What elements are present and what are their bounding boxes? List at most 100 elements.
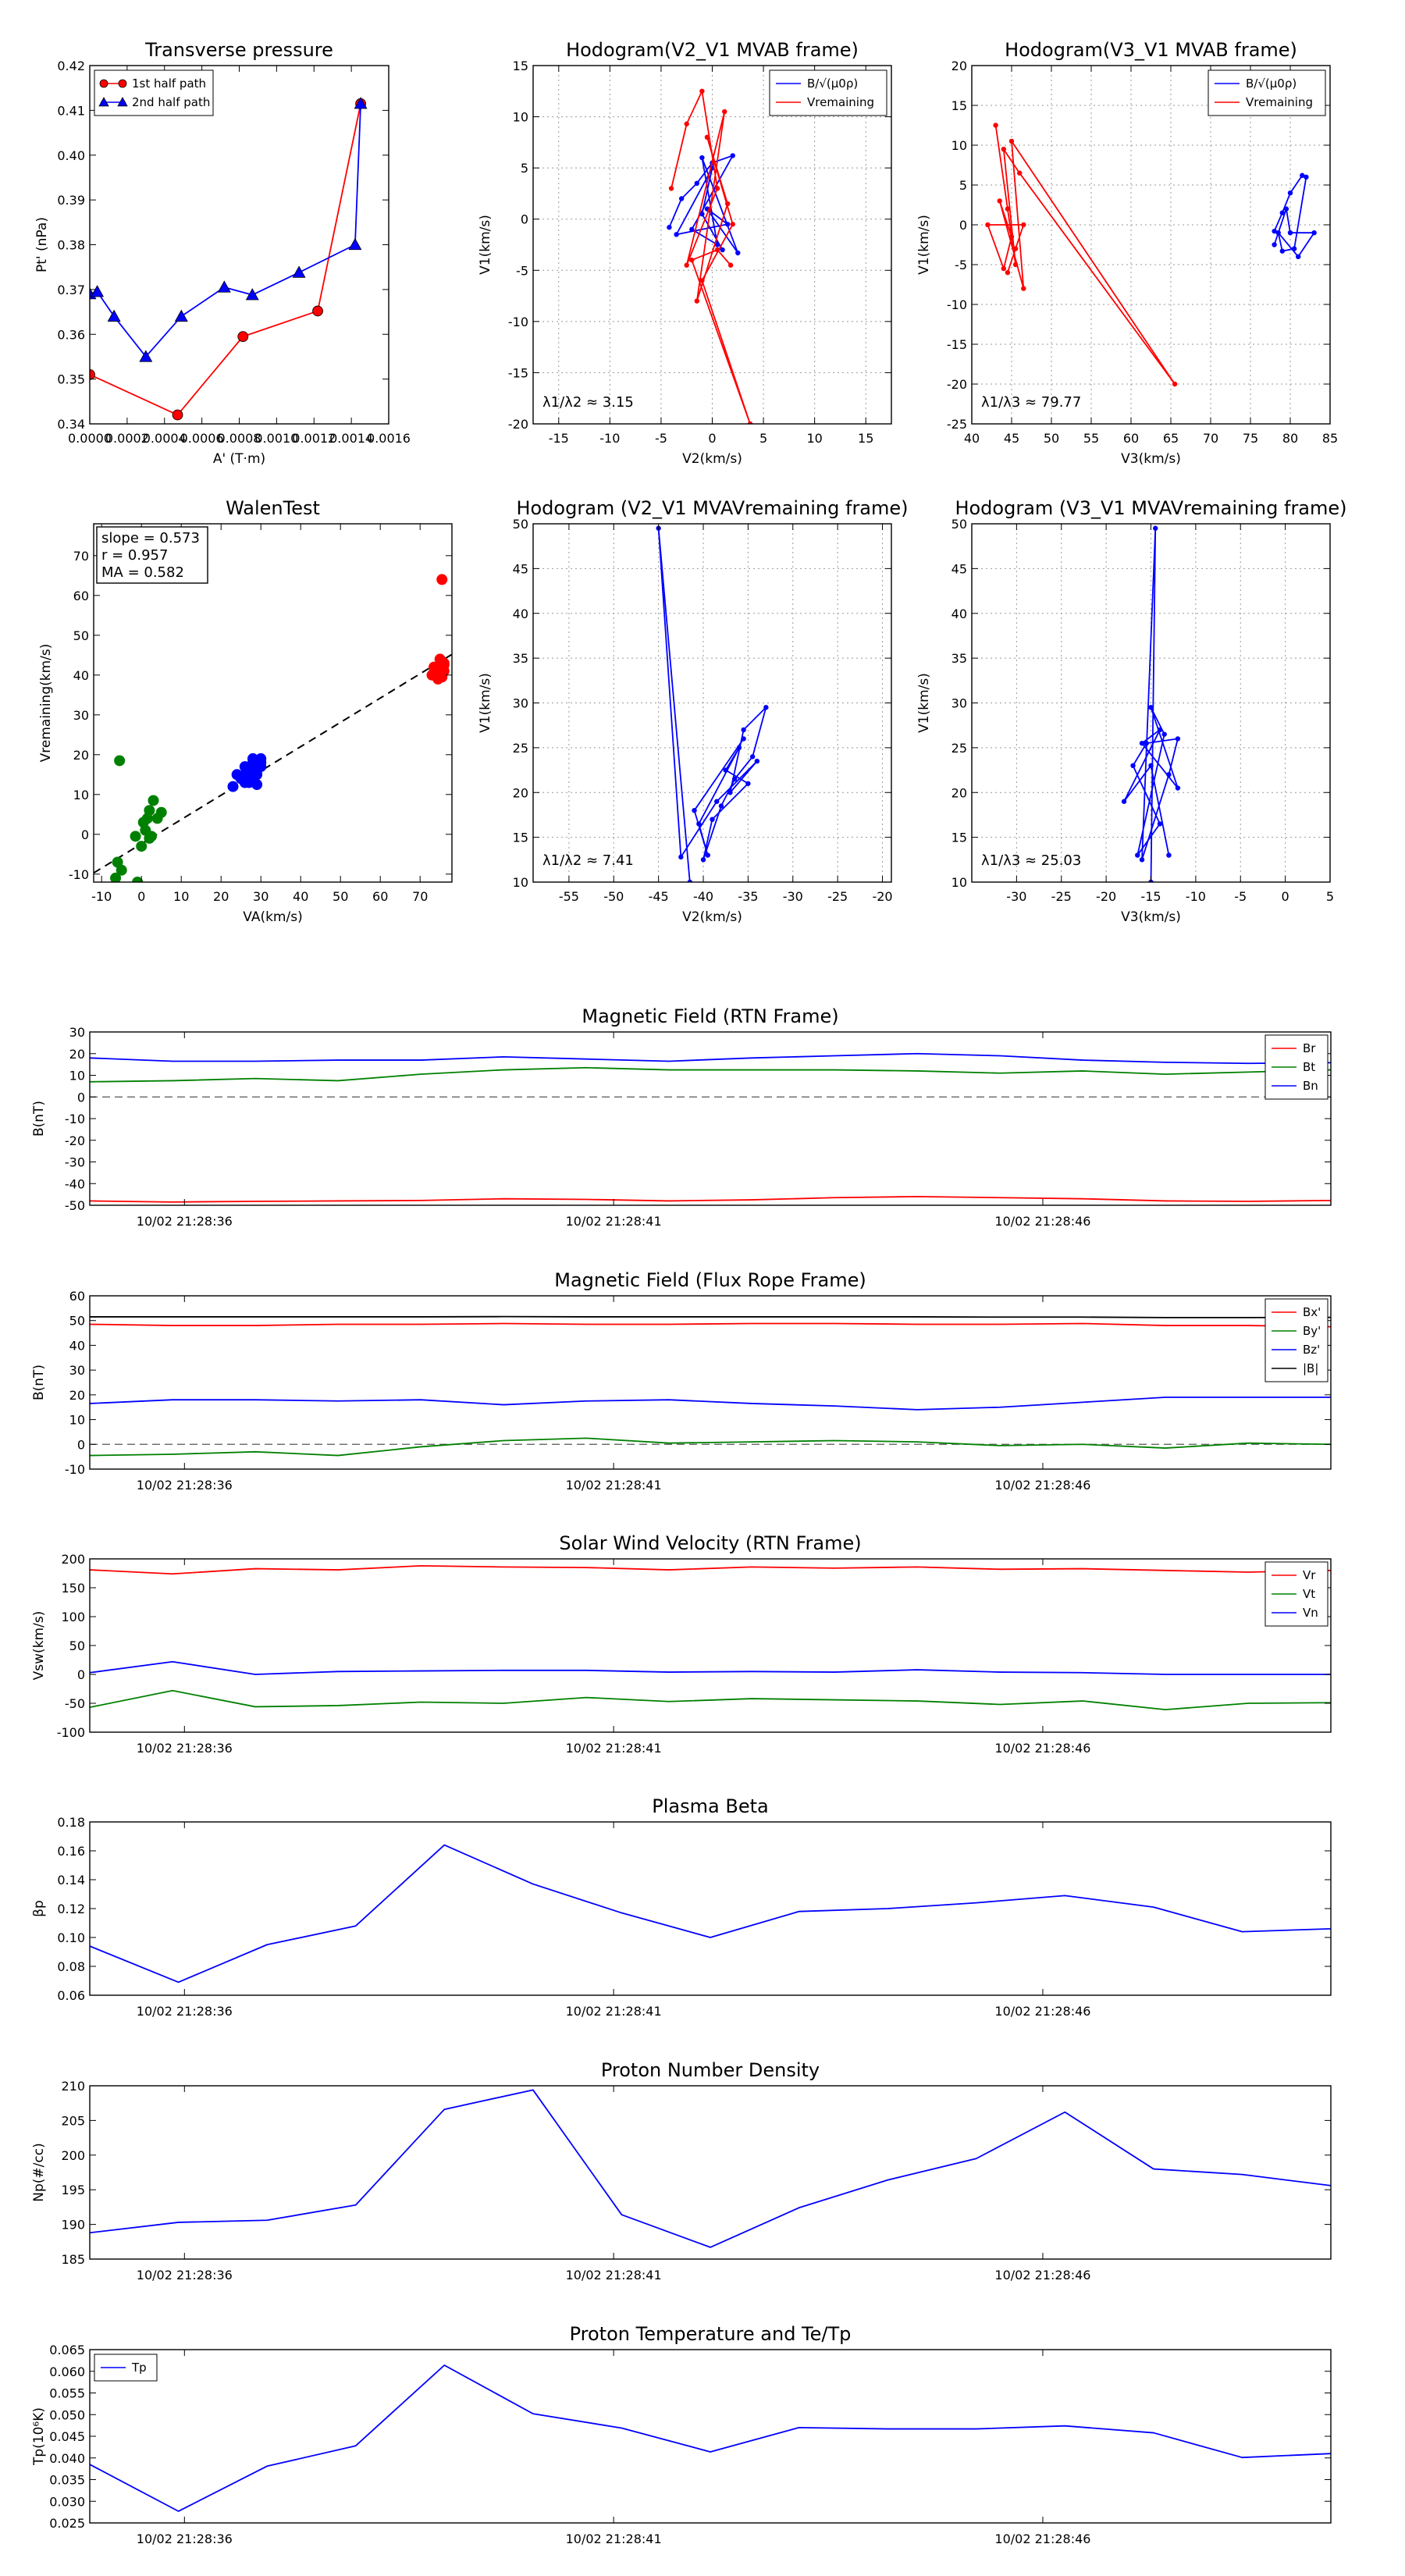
- chart-magnetic-field-flux-rope: Magnetic Field (Flux Rope Frame) 60 50 40 30…: [31, 1269, 1332, 1493]
- data-point: [1166, 772, 1172, 777]
- y-tick-label: 0.10: [57, 1930, 85, 1945]
- legend-entry: Br: [1303, 1041, 1316, 1055]
- chart-magnetic-field-rtn: Magnetic Field (RTN Frame) 30 20 10 0 -10 -20 -…: [31, 1005, 1332, 1229]
- data-point: [1311, 230, 1317, 236]
- data-point: [237, 331, 249, 343]
- data-point: [689, 257, 695, 263]
- y-tick-label: 35: [513, 651, 528, 666]
- y-tick-label: 150: [61, 1581, 85, 1596]
- data-point: [136, 841, 148, 852]
- data-point: [148, 795, 159, 806]
- x-tick-label: 85: [1322, 431, 1338, 446]
- legend-entry: |B|: [1303, 1361, 1318, 1375]
- chart-title: Plasma Beta: [652, 1795, 768, 1817]
- x-tick-label: 40: [293, 889, 308, 904]
- y-tick-label: 20: [73, 748, 89, 763]
- data-point: [1148, 705, 1154, 710]
- data-point: [700, 857, 706, 863]
- data-point: [694, 180, 700, 187]
- stats-line: r = 0.957: [101, 547, 168, 564]
- data-point: [763, 705, 769, 710]
- y-tick-label: 40: [69, 1338, 85, 1353]
- data-point: [724, 222, 731, 227]
- x-tick-label: 70: [412, 889, 428, 904]
- y-tick-label: 15: [951, 98, 967, 113]
- x-tick-label: 50: [1044, 431, 1059, 446]
- x-tick-label: 10: [806, 431, 822, 446]
- chart-title: Hodogram (V3_V1 MVAVremaining frame): [955, 497, 1346, 519]
- plot-area: [90, 1564, 1331, 1711]
- x-tick-label: 10/02 21:28:46: [994, 2268, 1090, 2282]
- data-point: [1279, 248, 1286, 254]
- x-tick-label: -55: [559, 889, 579, 904]
- y-tick-label: 5: [521, 161, 528, 176]
- y-tick-label: 0.12: [57, 1902, 85, 1916]
- y-tick-label: 45: [951, 561, 967, 576]
- data-point: [730, 222, 735, 227]
- y-tick-label: 5: [959, 178, 967, 193]
- y-tick-label: 200: [61, 1552, 85, 1567]
- x-tick-label: -5: [655, 431, 667, 446]
- data-point: [251, 779, 263, 791]
- x-tick-label: 10/02 21:28:36: [137, 1741, 233, 1756]
- plot-frame: [89, 2085, 1332, 2260]
- legend-entry: Vr: [1303, 1568, 1316, 1582]
- legend-entry: Tp: [131, 2361, 147, 2375]
- y-tick-label: 185: [61, 2252, 85, 2267]
- data-point: [312, 305, 323, 317]
- y-tick-label: 30: [69, 1363, 85, 1378]
- x-tick-label: 10/02 21:28:41: [566, 2004, 662, 2019]
- y-tick-label: 15: [513, 59, 528, 73]
- data-point: [1272, 228, 1277, 234]
- data-point: [1287, 230, 1293, 236]
- data-point: [139, 350, 153, 362]
- series-line-Np: [90, 2089, 1331, 2248]
- data-point: [1005, 270, 1011, 276]
- plot-frame: [89, 1295, 1332, 1470]
- chart-title: Proton Temperature and Te/Tp: [570, 2323, 852, 2345]
- data-point: [1008, 234, 1015, 240]
- chart-title: Proton Number Density: [601, 2059, 820, 2081]
- y-tick-label: -5: [516, 263, 528, 278]
- x-tick-label: 10/02 21:28:41: [566, 1741, 662, 1756]
- data-point: [436, 574, 448, 585]
- x-tick-label: 10/02 21:28:41: [566, 2268, 662, 2282]
- x-tick-label: -10: [1186, 889, 1206, 904]
- y-tick-label: -5: [955, 258, 967, 272]
- data-point: [993, 123, 998, 128]
- x-tick-label: -25: [827, 889, 848, 904]
- plot-area: [985, 123, 1317, 387]
- data-point: [1001, 146, 1007, 152]
- x-tick-label: -45: [649, 889, 669, 904]
- x-tick-label: 10/02 21:28:36: [137, 2268, 233, 2282]
- chart-solar-wind-velocity: Solar Wind Velocity (RTN Frame) 200 150 100…: [31, 1532, 1332, 1756]
- series-line-Vn: [90, 1660, 1331, 1675]
- y-tick-label: -15: [508, 365, 528, 380]
- data-point: [1012, 246, 1019, 251]
- legend-box: [94, 69, 214, 116]
- x-tick-label: 0.0002: [105, 431, 149, 446]
- data-point: [1017, 170, 1023, 176]
- y-tick-label: 0.42: [57, 59, 85, 73]
- x-tick-label: -15: [1140, 889, 1161, 904]
- y-tick-label: -25: [947, 417, 967, 432]
- data-point: [687, 879, 693, 882]
- y-tick-label: 0.065: [49, 2343, 85, 2357]
- data-point: [678, 196, 685, 201]
- y-tick-label: -15: [947, 337, 967, 352]
- y-tick-label: -10: [69, 867, 89, 882]
- y-tick-label: -10: [65, 1462, 85, 1477]
- legend-box: [769, 69, 887, 116]
- x-tick-label: 70: [1203, 431, 1218, 446]
- y-tick-label: 45: [513, 561, 528, 576]
- plot-area: [90, 1844, 1331, 1984]
- data-point: [741, 736, 746, 742]
- chart-proton-number-density: Proton Number Density 210 205 200 195 190 185 1…: [31, 2059, 1332, 2282]
- legend-entry: Bn: [1303, 1079, 1318, 1093]
- x-tick-label: 30: [253, 889, 269, 904]
- legend-entry: B/√(μ0ρ): [807, 76, 858, 91]
- x-tick-label: 10/02 21:28:46: [994, 1214, 1090, 1229]
- y-tick-label: 195: [61, 2183, 85, 2197]
- data-point: [354, 97, 368, 109]
- data-point: [714, 242, 720, 247]
